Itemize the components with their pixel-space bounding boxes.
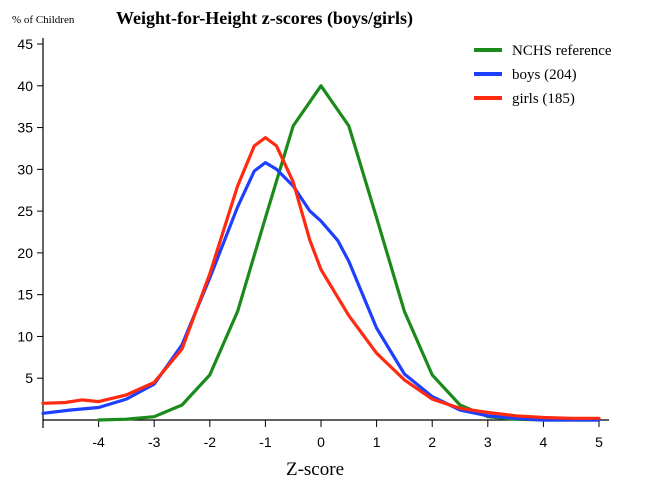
x-tick-label: 4	[540, 434, 548, 450]
series-line-girls	[41, 136, 601, 420]
legend-label: boys (204)	[512, 67, 577, 83]
x-tick-label: -2	[204, 434, 217, 450]
y-tick-label: 10	[17, 328, 33, 344]
x-tick-label: -4	[92, 434, 105, 450]
x-tick-label: -3	[148, 434, 161, 450]
y-tick-label: 15	[17, 287, 33, 303]
x-tick-label: 2	[428, 434, 436, 450]
x-tick-label: 3	[484, 434, 492, 450]
x-tick-label: 1	[373, 434, 381, 450]
legend-label: NCHS reference	[512, 43, 612, 59]
y-tick-label: 20	[17, 245, 33, 261]
y-tick-label: 30	[17, 161, 33, 177]
y-axis-label: % of Children	[12, 14, 75, 26]
y-tick-label: 25	[17, 203, 33, 219]
x-tick-label: -1	[259, 434, 272, 450]
x-tick-label: 0	[317, 434, 325, 450]
series-lines	[41, 84, 601, 422]
series-line-nchs-reference	[97, 84, 601, 422]
y-tick-label: 5	[25, 370, 33, 386]
x-tick-label: 5	[595, 434, 603, 450]
y-tick-label: 45	[17, 36, 33, 52]
x-axis-title: Z-score	[286, 459, 344, 480]
chart-title: Weight-for-Height z-scores (boys/girls)	[116, 8, 413, 29]
y-tick-label: 40	[17, 78, 33, 94]
legend-label: girls (185)	[512, 91, 575, 107]
legend: NCHS reference boys (204) girls (185)	[474, 43, 612, 107]
y-tick-label: 35	[17, 120, 33, 136]
series-line-boys	[41, 161, 601, 422]
